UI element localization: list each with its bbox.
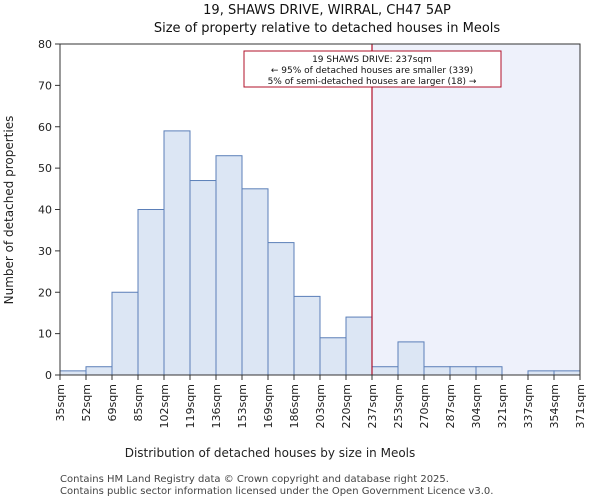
bar xyxy=(345,316,373,376)
annotation-border xyxy=(243,50,502,88)
y-tick-label: 20 xyxy=(38,286,52,299)
larger-region-shading xyxy=(372,44,580,375)
bar xyxy=(371,366,399,376)
x-tick-label: 52sqm xyxy=(80,384,93,421)
y-tick-label: 40 xyxy=(38,204,52,217)
x-tick-label: 237sqm xyxy=(366,384,379,428)
x-tick-label: 270sqm xyxy=(418,384,431,428)
x-tick-label: 136sqm xyxy=(210,384,223,428)
bar xyxy=(267,242,295,376)
bar xyxy=(241,188,269,376)
annotation-line-1: 19 SHAWS DRIVE: 237sqm xyxy=(312,55,432,65)
bar xyxy=(319,337,347,376)
x-tick-label: 371sqm xyxy=(574,384,587,428)
chart-subtitle: Size of property relative to detached ho… xyxy=(154,21,501,36)
y-tick-label: 60 xyxy=(38,121,52,134)
x-tick-label: 287sqm xyxy=(444,384,457,428)
bar xyxy=(449,366,477,376)
bar xyxy=(397,341,425,376)
bar xyxy=(475,366,503,376)
x-tick-label: 119sqm xyxy=(184,384,197,428)
bar xyxy=(553,370,581,376)
x-tick-label: 169sqm xyxy=(262,384,275,428)
x-tick-label: 220sqm xyxy=(340,384,353,428)
bar xyxy=(111,291,139,376)
chart-title: 19, SHAWS DRIVE, WIRRAL, CH47 5AP xyxy=(203,3,451,18)
footer-line-1: Contains HM Land Registry data © Crown c… xyxy=(60,474,449,485)
bar xyxy=(293,295,321,376)
bar xyxy=(189,180,217,376)
x-axis-label: Distribution of detached houses by size … xyxy=(125,446,416,460)
annotation-line-2: ← 95% of detached houses are smaller (33… xyxy=(271,66,473,76)
x-tick-label: 354sqm xyxy=(548,384,561,428)
bar xyxy=(137,209,165,376)
y-axis: 0 10 20 30 40 50 60 70 80 xyxy=(38,38,60,382)
y-tick-label: 80 xyxy=(38,38,52,51)
y-tick-label: 70 xyxy=(38,79,52,92)
bar xyxy=(423,366,451,376)
x-tick-label: 153sqm xyxy=(236,384,249,428)
x-tick-label: 186sqm xyxy=(288,384,301,428)
x-tick-label: 253sqm xyxy=(392,384,405,428)
bar xyxy=(85,366,113,376)
x-tick-label: 35sqm xyxy=(54,384,67,421)
bar xyxy=(163,130,191,376)
x-tick-label: 69sqm xyxy=(106,384,119,421)
y-tick-label: 0 xyxy=(45,369,52,382)
y-tick-label: 30 xyxy=(38,245,52,258)
x-tick-label: 85sqm xyxy=(132,384,145,421)
bar xyxy=(215,155,243,376)
x-tick-label: 304sqm xyxy=(470,384,483,428)
bars-group xyxy=(59,130,581,376)
footer-line-2: Contains public sector information licen… xyxy=(60,486,493,497)
bar xyxy=(59,370,87,376)
annotation-line-3: 5% of semi-detached houses are larger (1… xyxy=(268,77,477,87)
annotation-box: 19 SHAWS DRIVE: 237sqm ← 95% of detached… xyxy=(243,50,502,88)
y-tick-label: 10 xyxy=(38,328,52,341)
x-axis: 35sqm 52sqm 69sqm 85sqm 102sqm 119sqm 136sqm 15… xyxy=(54,375,587,428)
y-axis-label: Number of detached properties xyxy=(2,116,16,305)
y-tick-label: 50 xyxy=(38,162,52,175)
x-tick-label: 321sqm xyxy=(496,384,509,428)
bar xyxy=(527,370,555,376)
x-tick-label: 203sqm xyxy=(314,384,327,428)
x-tick-label: 102sqm xyxy=(158,384,171,428)
x-tick-label: 337sqm xyxy=(522,384,535,428)
